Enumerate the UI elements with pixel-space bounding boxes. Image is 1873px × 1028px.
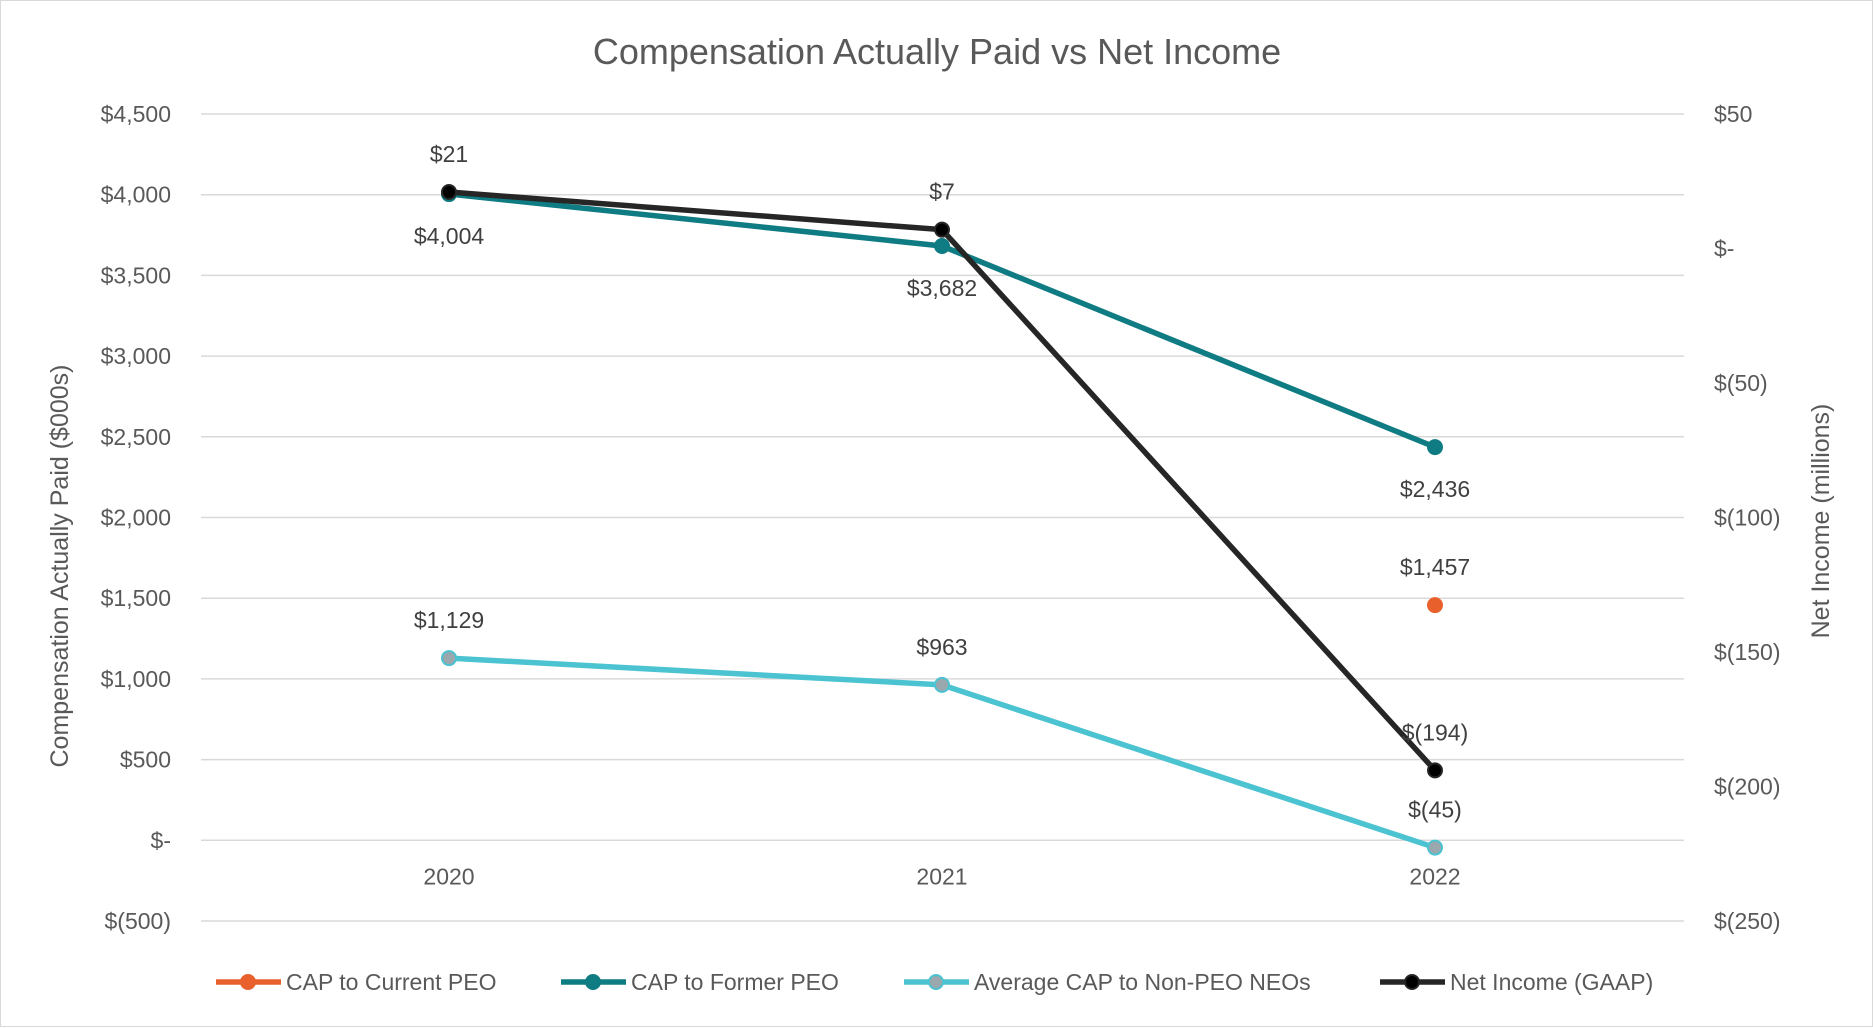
left-tick-label: $3,500 bbox=[101, 262, 171, 288]
left-tick-label: $- bbox=[151, 827, 171, 853]
legend: CAP to Current PEO CAP to Former PEO Avera… bbox=[216, 969, 1653, 995]
data-label: $4,004 bbox=[414, 223, 485, 249]
legend-label: Net Income (GAAP) bbox=[1450, 969, 1653, 995]
data-point bbox=[934, 238, 950, 255]
x-tick-label: 2022 bbox=[1409, 863, 1460, 889]
right-tick-label: $- bbox=[1714, 236, 1734, 262]
right-tick-label: $(50) bbox=[1714, 370, 1768, 396]
right-tick-label: $(250) bbox=[1714, 908, 1780, 934]
right-tick-label: $(100) bbox=[1714, 505, 1780, 531]
chart-title: Compensation Actually Paid vs Net Income bbox=[593, 31, 1281, 72]
left-tick-label: $3,000 bbox=[101, 343, 171, 369]
data-point bbox=[1427, 597, 1443, 614]
legend-swatch-marker bbox=[1404, 974, 1420, 990]
data-point bbox=[934, 221, 950, 238]
data-label: $(194) bbox=[1402, 719, 1468, 745]
legend-label: CAP to Current PEO bbox=[286, 969, 497, 995]
data-point bbox=[1427, 439, 1443, 456]
gridlines bbox=[201, 113, 1684, 922]
right-tick-label: $(150) bbox=[1714, 639, 1780, 665]
data-label: $(45) bbox=[1408, 797, 1462, 823]
data-label: $1,457 bbox=[1400, 554, 1470, 580]
data-point bbox=[441, 650, 457, 667]
right-axis-ticks: $(250) $(200) $(150) $(100) $(50) $- $50 bbox=[1714, 101, 1780, 934]
left-axis-ticks: $(500) $- $500 $1,000 $1,500 $2,000 $2,500 $3,0… bbox=[101, 101, 171, 934]
left-tick-label: $(500) bbox=[105, 908, 171, 934]
x-axis-ticks: 2020 2021 2022 bbox=[423, 863, 1460, 889]
left-tick-label: $2,500 bbox=[101, 424, 171, 450]
data-label: $2,436 bbox=[1400, 476, 1470, 502]
right-axis-title: Net Income (millions) bbox=[1807, 404, 1835, 639]
left-tick-label: $500 bbox=[120, 747, 171, 773]
data-label: $7 bbox=[929, 179, 955, 205]
data-labels: $4,004 $3,682 $2,436 $1,129 $963 $(45) $21 $7 $(… bbox=[414, 141, 1470, 823]
data-label: $3,682 bbox=[907, 275, 977, 301]
legend-swatch-marker bbox=[240, 974, 256, 990]
data-point bbox=[441, 184, 457, 201]
legend-label: CAP to Former PEO bbox=[631, 969, 839, 995]
legend-swatch-marker bbox=[585, 974, 601, 990]
right-tick-label: $(200) bbox=[1714, 774, 1780, 800]
right-tick-label: $50 bbox=[1714, 101, 1752, 127]
series-layer bbox=[441, 184, 1443, 856]
left-axis-title: Compensation Actually Paid ($000s) bbox=[46, 364, 74, 767]
data-label: $963 bbox=[916, 634, 967, 660]
data-label: $21 bbox=[430, 141, 468, 167]
data-point bbox=[934, 676, 950, 693]
data-point bbox=[1427, 762, 1443, 779]
legend-swatch-marker bbox=[928, 974, 944, 990]
x-tick-label: 2021 bbox=[916, 863, 967, 889]
left-tick-label: $4,500 bbox=[101, 101, 171, 127]
data-label: $1,129 bbox=[414, 607, 484, 633]
data-point bbox=[1427, 839, 1443, 856]
legend-label: Average CAP to Non-PEO NEOs bbox=[974, 969, 1311, 995]
left-tick-label: $1,500 bbox=[101, 585, 171, 611]
x-tick-label: 2020 bbox=[423, 863, 474, 889]
left-tick-label: $1,000 bbox=[101, 666, 171, 692]
left-tick-label: $4,000 bbox=[101, 182, 171, 208]
left-tick-label: $2,000 bbox=[101, 505, 171, 531]
